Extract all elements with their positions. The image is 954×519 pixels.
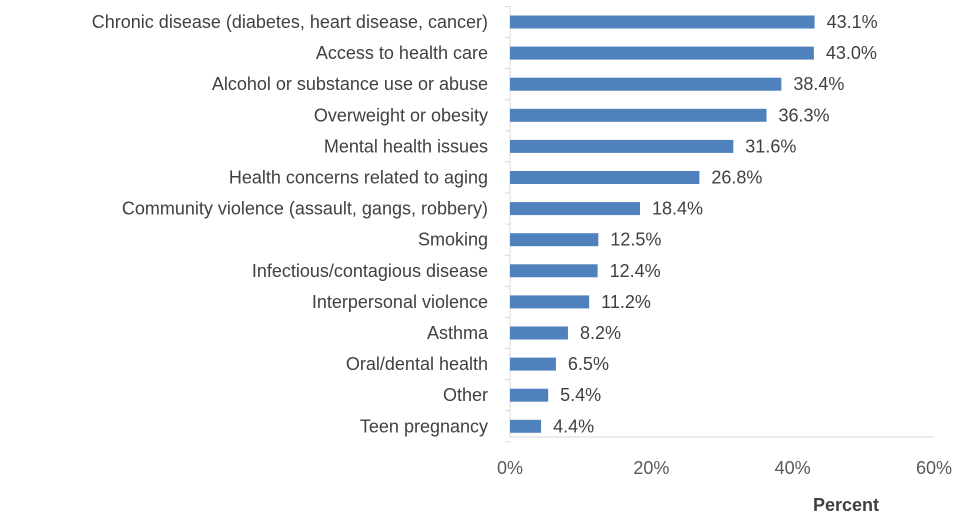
category-label: Alcohol or substance use or abuse <box>212 74 488 94</box>
data-label: 4.4% <box>553 416 594 436</box>
category-label: Asthma <box>427 323 489 343</box>
bar <box>510 77 782 91</box>
data-label: 12.4% <box>610 261 661 281</box>
data-label: 26.8% <box>711 168 762 188</box>
category-label: Health concerns related to aging <box>229 168 488 188</box>
data-labels: 43.1% 43.0% 38.4% 36.3% 31.6% 26.8% 18.4% 12.5%… <box>553 12 878 436</box>
category-label: Community violence (assault, gangs, robb… <box>122 199 488 219</box>
category-label: Overweight or obesity <box>314 105 488 125</box>
x-tick-label: 40% <box>775 458 811 478</box>
bar <box>510 326 568 340</box>
category-label: Interpersonal violence <box>312 292 488 312</box>
data-label: 12.5% <box>610 230 661 250</box>
category-label: Chronic disease (diabetes, heart disease… <box>92 12 488 32</box>
x-tick-labels: 0% 20% 40% 60% <box>497 458 952 478</box>
data-label: 5.4% <box>560 385 601 405</box>
data-label: 8.2% <box>580 323 621 343</box>
bar <box>510 233 599 247</box>
bar <box>510 388 549 402</box>
bar <box>510 264 598 278</box>
category-label: Infectious/contagious disease <box>252 261 488 281</box>
bar <box>510 419 542 433</box>
data-label: 43.1% <box>827 12 878 32</box>
category-label: Oral/dental health <box>346 354 488 374</box>
bar <box>510 139 734 153</box>
x-tick-label: 0% <box>497 458 523 478</box>
data-label: 11.2% <box>601 292 651 312</box>
category-label: Teen pregnancy <box>360 416 488 436</box>
data-label: 6.5% <box>568 354 609 374</box>
data-label: 36.3% <box>779 105 830 125</box>
x-tick-label: 60% <box>916 458 952 478</box>
bar <box>510 295 590 309</box>
data-label: 38.4% <box>793 74 844 94</box>
bar <box>510 171 700 184</box>
bar <box>510 357 556 371</box>
data-label: 31.6% <box>745 136 796 156</box>
category-label: Other <box>443 385 488 405</box>
bars <box>510 15 815 433</box>
bar <box>510 15 815 29</box>
bar <box>510 202 641 216</box>
x-axis-title: Percent <box>813 495 879 515</box>
data-label: 43.0% <box>826 43 877 63</box>
category-labels: Chronic disease (diabetes, heart disease… <box>92 12 489 436</box>
axes <box>505 5 934 443</box>
x-tick-label: 20% <box>633 458 669 478</box>
data-label: 18.4% <box>652 199 703 219</box>
category-label: Access to health care <box>316 43 488 63</box>
bar <box>510 46 814 60</box>
bar <box>510 108 767 122</box>
category-label: Smoking <box>418 230 488 250</box>
category-label: Mental health issues <box>324 136 488 156</box>
